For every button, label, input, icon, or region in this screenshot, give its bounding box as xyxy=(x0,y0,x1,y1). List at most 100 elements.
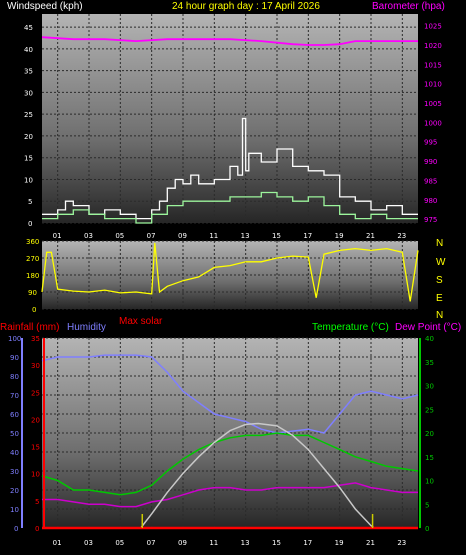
direction-tick-label: 270 xyxy=(26,255,39,263)
x-tick-label: 15 xyxy=(272,232,281,240)
x-tick-label: 11 xyxy=(209,232,218,240)
temperature-tick-label: 30 xyxy=(425,383,434,391)
compass-n-top: N xyxy=(436,238,443,249)
rainfall-tick-label: 5 xyxy=(35,498,39,506)
barometer-tick-label: 1005 xyxy=(424,100,442,108)
humidity-line xyxy=(41,354,419,434)
barometer-tick-label: 995 xyxy=(424,139,437,147)
compass-e: E xyxy=(436,293,443,304)
x-tick-label: 21 xyxy=(366,539,375,547)
barometer-axis-title: Barometer (hpa) xyxy=(372,1,445,12)
max-solar-line xyxy=(140,422,375,529)
rainfall-tick-label: 10 xyxy=(31,471,40,479)
x-tick-label: 11 xyxy=(209,539,218,547)
direction-tick-label: 0 xyxy=(32,306,36,314)
windspeed-tick-label: 20 xyxy=(24,133,33,141)
x-tick-label: 13 xyxy=(241,232,250,240)
x-tick-label: 03 xyxy=(84,539,93,547)
x-tick-label: 19 xyxy=(335,539,344,547)
temperature-tick-label: 15 xyxy=(425,454,434,462)
x-tick-label: 21 xyxy=(366,232,375,240)
temperature-tick-label: 40 xyxy=(425,335,434,343)
barometer-tick-label: 1025 xyxy=(424,23,442,31)
barometer-tick-label: 990 xyxy=(424,158,437,166)
max-solar-label: Max solar xyxy=(119,316,163,327)
humidity-tick-label: 10 xyxy=(10,506,19,514)
direction-tick-label: 360 xyxy=(26,238,39,246)
humidity-tick-label: 90 xyxy=(10,354,19,362)
barometer-tick-label: 985 xyxy=(424,177,437,185)
barometer-tick-label: 1015 xyxy=(424,61,442,69)
dewpoint-line xyxy=(42,482,418,508)
rainfall-tick-label: 20 xyxy=(31,416,40,424)
barometer-tick-label: 1000 xyxy=(424,119,442,127)
windspeed-axis-title: Windspeed (kph) xyxy=(7,1,83,12)
dewpoint-axis-title: Dew Point (°C) xyxy=(395,322,461,333)
windspeed-tick-label: 0 xyxy=(28,220,32,228)
windspeed-tick-label: 30 xyxy=(24,89,33,97)
x-tick-label: 17 xyxy=(303,539,312,547)
temperature-tick-label: 5 xyxy=(425,501,429,509)
temperature-line xyxy=(41,432,419,496)
windspeed-tick-label: 15 xyxy=(24,155,33,163)
windspeed-tick-label: 40 xyxy=(24,46,33,54)
rainfall-tick-label: 30 xyxy=(31,362,40,370)
humidity-tick-label: 100 xyxy=(8,335,21,343)
temperature-tick-label: 0 xyxy=(425,525,429,533)
x-tick-label: 09 xyxy=(178,232,187,240)
humidity-tick-label: 0 xyxy=(14,525,18,533)
x-tick-label: 13 xyxy=(241,539,250,547)
barometer-tick-label: 975 xyxy=(424,216,437,224)
rainfall-tick-label: 35 xyxy=(31,335,40,343)
x-tick-label: 17 xyxy=(303,232,312,240)
humidity-tick-label: 50 xyxy=(10,430,19,438)
windspeed-tick-label: 35 xyxy=(24,68,33,76)
graph-title: 24 hour graph day : 17 April 2026 xyxy=(172,1,320,12)
humidity-tick-label: 60 xyxy=(10,411,19,419)
windspeed-tick-label: 10 xyxy=(24,176,33,184)
compass-s: S xyxy=(436,275,443,286)
direction-grid xyxy=(42,240,418,310)
direction-tick-label: 180 xyxy=(26,272,39,280)
rainfall-axis-title: Rainfall (mm) xyxy=(0,322,59,333)
rainfall-tick-label: 25 xyxy=(31,389,40,397)
barometer-line xyxy=(41,36,418,46)
x-tick-label: 19 xyxy=(335,232,344,240)
humidity-tick-label: 20 xyxy=(10,487,19,495)
x-tick-label: 01 xyxy=(53,539,62,547)
gust-line xyxy=(42,191,418,224)
x-tick-label: 23 xyxy=(397,539,406,547)
humidity-tick-label: 80 xyxy=(10,373,19,381)
weather-series xyxy=(41,354,419,530)
x-tick-label: 01 xyxy=(53,232,62,240)
humidity-tick-label: 70 xyxy=(10,392,19,400)
direction-line xyxy=(41,242,419,302)
x-tick-label: 23 xyxy=(397,232,406,240)
direction-series xyxy=(41,242,419,302)
rainfall-tick-label: 15 xyxy=(31,444,40,452)
x-tick-label: 05 xyxy=(115,539,124,547)
x-tick-label: 07 xyxy=(147,539,156,547)
barometer-tick-label: 980 xyxy=(424,197,437,205)
x-tick-label: 05 xyxy=(115,232,124,240)
compass-n-bottom: N xyxy=(436,310,443,321)
direction-tick-label: 90 xyxy=(28,289,37,297)
wind-series xyxy=(41,36,418,224)
x-tick-label: 09 xyxy=(178,539,187,547)
x-tick-label: 07 xyxy=(147,232,156,240)
wind-panel xyxy=(42,14,418,223)
rainfall-tick-label: 0 xyxy=(35,525,39,533)
barometer-tick-label: 1020 xyxy=(424,42,442,50)
humidity-tick-label: 30 xyxy=(10,468,19,476)
temperature-tick-label: 35 xyxy=(425,359,434,367)
x-tick-label: 15 xyxy=(272,539,281,547)
windspeed-tick-label: 5 xyxy=(28,198,32,206)
temperature-axis-title: Temperature (°C) xyxy=(312,322,389,333)
barometer-tick-label: 1010 xyxy=(424,81,442,89)
humidity-tick-label: 40 xyxy=(10,449,19,457)
humidity-axis-title: Humidity xyxy=(67,322,106,333)
axis-ticks: 01 03 05 07 09 11 13 15 17 19 21 230510152025303540… xyxy=(8,23,442,547)
x-tick-label: 03 xyxy=(84,232,93,240)
windspeed-tick-label: 45 xyxy=(24,24,33,32)
